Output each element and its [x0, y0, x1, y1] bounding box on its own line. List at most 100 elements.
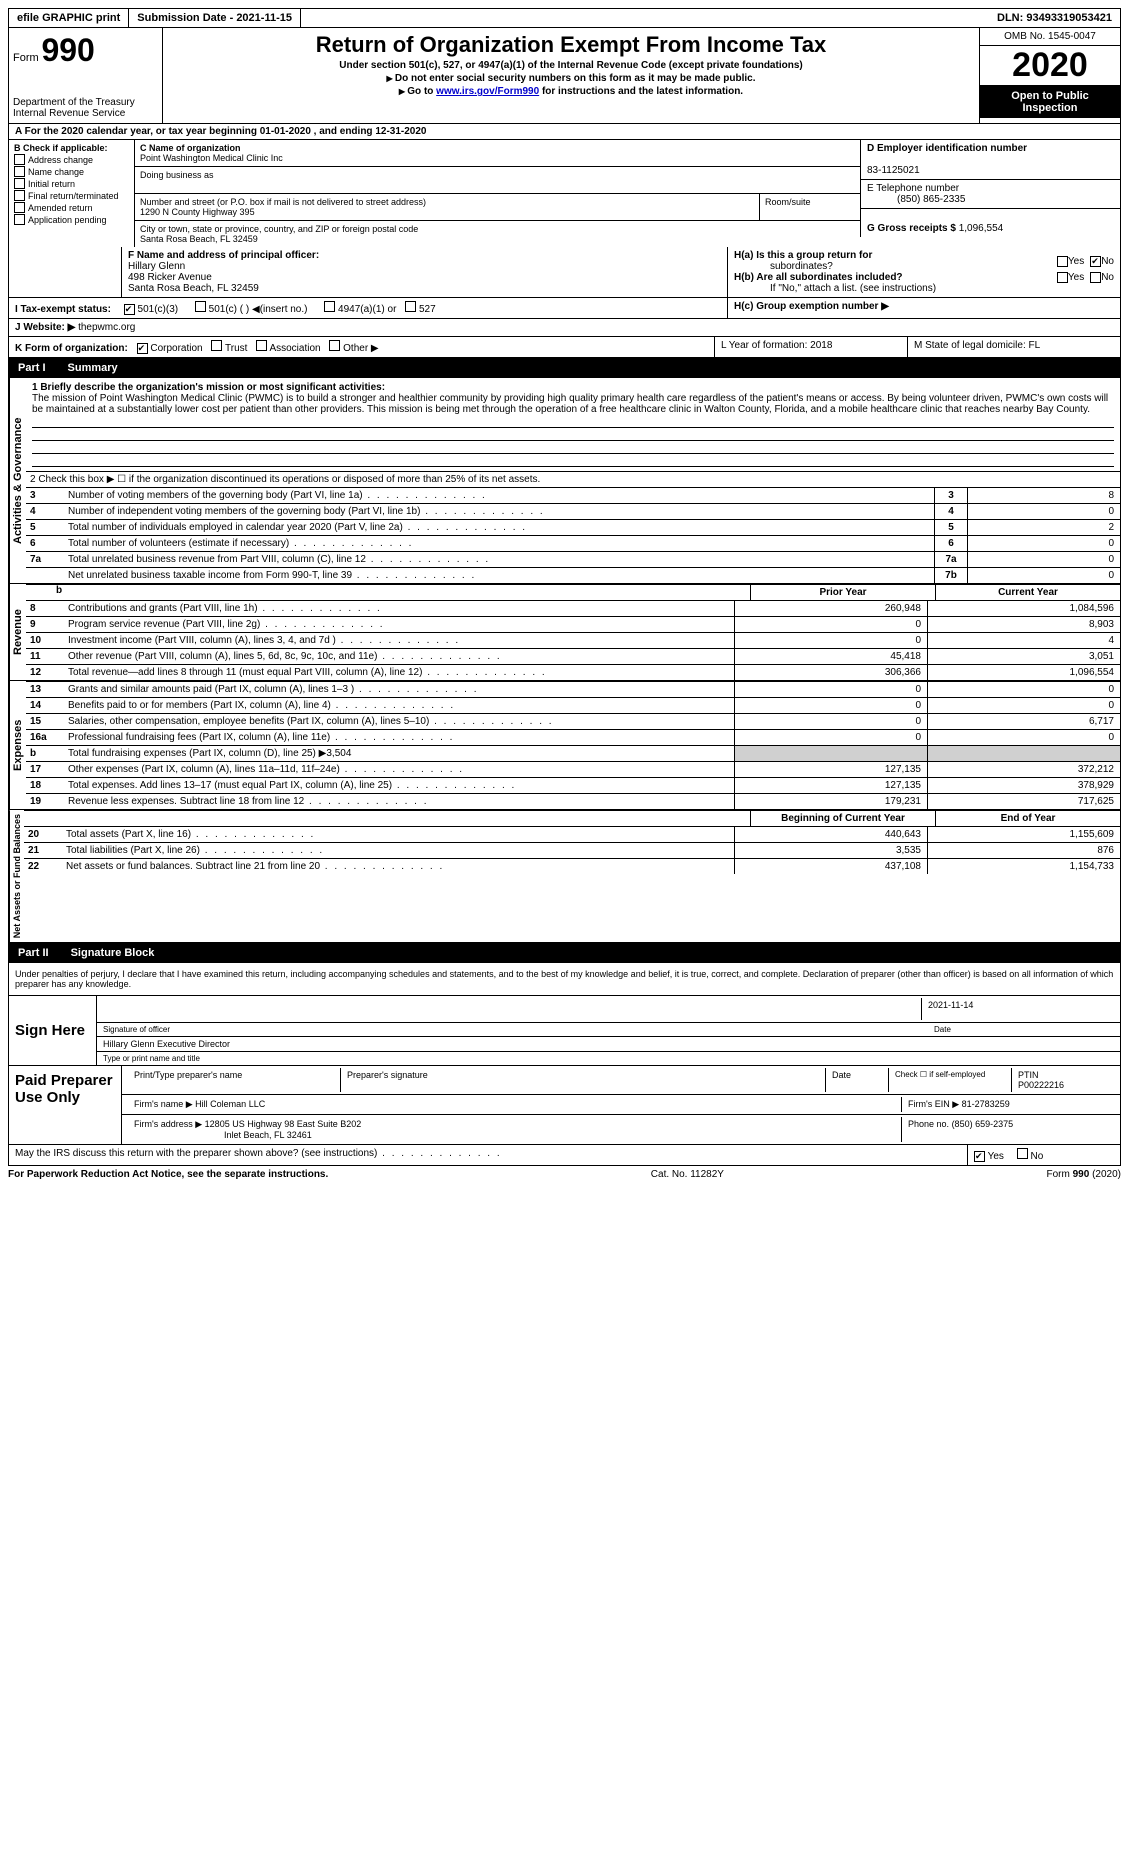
mission-label: 1 Briefly describe the organization's mi… [32, 382, 1114, 393]
section-bcd: B Check if applicable: Address change Na… [8, 140, 1121, 247]
firm-name: Hill Coleman LLC [195, 1099, 265, 1109]
hc-label: H(c) Group exemption number ▶ [734, 301, 889, 312]
expenses-section: Expenses 13Grants and similar amounts pa… [8, 681, 1121, 810]
print-preparer-label: Print/Type preparer's name [128, 1068, 341, 1092]
sign-block: Sign Here 2021-11-14 Signature of office… [8, 996, 1121, 1066]
cb-trust[interactable] [211, 340, 222, 351]
line-5: 5 Total number of individuals employed i… [26, 519, 1120, 535]
submission-date: Submission Date - 2021-11-15 [129, 9, 301, 27]
label-netassets: Net Assets or Fund Balances [9, 810, 24, 942]
row-a: A For the 2020 calendar year, or tax yea… [8, 124, 1121, 140]
net-line-20: 20Total assets (Part X, line 16) 440,643… [24, 826, 1120, 842]
ein: 83-1125021 [867, 165, 920, 176]
footer-left: For Paperwork Reduction Act Notice, see … [8, 1169, 328, 1180]
officer-addr1: 498 Ricker Avenue [128, 272, 212, 283]
type-name-label: Type or print name and title [97, 1052, 1120, 1065]
exp-line-18: 18Total expenses. Add lines 13–17 (must … [26, 777, 1120, 793]
exp-line-b: bTotal fundraising expenses (Part IX, co… [26, 745, 1120, 761]
cb-initial-return[interactable] [14, 178, 25, 189]
paid-preparer-label: Paid Preparer Use Only [9, 1066, 122, 1144]
rev-line-11: 11Other revenue (Part VIII, column (A), … [26, 648, 1120, 664]
footer-right: Form 990 (2020) [1047, 1169, 1122, 1180]
cb-amended[interactable] [14, 202, 25, 213]
form-word: Form [13, 52, 39, 64]
prep-date-label: Date [826, 1068, 889, 1092]
form-number: 990 [41, 32, 94, 68]
rev-line-12: 12Total revenue—add lines 8 through 11 (… [26, 664, 1120, 680]
paid-preparer-block: Paid Preparer Use Only Print/Type prepar… [8, 1066, 1121, 1145]
top-bar: efile GRAPHIC print Submission Date - 20… [8, 8, 1121, 28]
discuss-row: May the IRS discuss this return with the… [8, 1145, 1121, 1166]
gross-label: G Gross receipts $ [867, 223, 956, 234]
goto-pre: Go to [407, 86, 436, 97]
exp-line-16a: 16aProfessional fundraising fees (Part I… [26, 729, 1120, 745]
dln: DLN: 93493319053421 [989, 9, 1120, 27]
line-3: 3 Number of voting members of the govern… [26, 487, 1120, 503]
cb-501c[interactable] [195, 301, 206, 312]
firm-name-label: Firm's name ▶ [134, 1099, 193, 1109]
perjury-text: Under penalties of perjury, I declare th… [8, 963, 1121, 996]
hb-label: H(b) Are all subordinates included? [734, 272, 903, 283]
dept-treasury: Department of the Treasury Internal Reve… [13, 97, 158, 119]
officer-addr2: Santa Rosa Beach, FL 32459 [128, 283, 259, 294]
city: Santa Rosa Beach, FL 32459 [140, 234, 258, 244]
subtitle-2: Do not enter social security numbers on … [171, 73, 971, 84]
efile-button[interactable]: efile GRAPHIC print [9, 9, 129, 27]
form-title: Return of Organization Exempt From Incom… [171, 32, 971, 58]
form-header: Form 990 Department of the Treasury Inte… [8, 28, 1121, 124]
cb-hb-no[interactable] [1090, 272, 1101, 283]
check-self-employed: Check ☐ if self-employed [889, 1068, 1012, 1092]
subtitle-1: Under section 501(c), 527, or 4947(a)(1)… [171, 60, 971, 71]
col-prior: Prior Year [750, 585, 935, 600]
rev-line-9: 9Program service revenue (Part VIII, lin… [26, 616, 1120, 632]
cb-assoc[interactable] [256, 340, 267, 351]
cb-hb-yes[interactable] [1057, 272, 1068, 283]
gross-receipts: 1,096,554 [959, 223, 1004, 234]
col-end: End of Year [935, 811, 1120, 826]
website-label: J Website: ▶ [15, 322, 75, 333]
phone: (850) 659-2375 [952, 1119, 1014, 1129]
row-fh: F Name and address of principal officer:… [8, 247, 1121, 298]
officer-name: Hillary Glenn [128, 261, 185, 272]
goto-post: for instructions and the latest informat… [542, 86, 743, 97]
cb-final-return[interactable] [14, 190, 25, 201]
revenue-section: Revenue b Prior Year Current Year 8Contr… [8, 584, 1121, 681]
netassets-section: Net Assets or Fund Balances Beginning of… [8, 810, 1121, 943]
exp-line-14: 14Benefits paid to or for members (Part … [26, 697, 1120, 713]
phone-label: Phone no. [908, 1119, 949, 1129]
cb-discuss-yes[interactable] [974, 1151, 985, 1162]
telephone: (850) 865-2335 [867, 194, 965, 205]
cb-other[interactable] [329, 340, 340, 351]
part-1-header: Part I Summary [8, 358, 1121, 378]
line-7b: Net unrelated business taxable income fr… [26, 567, 1120, 583]
city-label: City or town, state or province, country… [140, 224, 418, 234]
cb-discuss-no[interactable] [1017, 1148, 1028, 1159]
cb-501c3[interactable] [124, 304, 135, 315]
org-name-label: C Name of organization [140, 143, 241, 153]
label-act-gov: Activities & Governance [9, 378, 26, 583]
irs-link[interactable]: www.irs.gov/Form990 [436, 86, 539, 97]
cb-application-pending[interactable] [14, 214, 25, 225]
exp-line-15: 15Salaries, other compensation, employee… [26, 713, 1120, 729]
label-revenue: Revenue [9, 584, 26, 680]
cb-ha-no[interactable] [1090, 256, 1101, 267]
hb-note: If "No," attach a list. (see instruction… [734, 283, 1114, 294]
cb-corp[interactable] [137, 343, 148, 354]
year-formation: L Year of formation: 2018 [715, 337, 908, 357]
website: thepwmc.org [78, 322, 135, 333]
cb-ha-yes[interactable] [1057, 256, 1068, 267]
tax-year: 2020 [980, 46, 1120, 86]
room-suite-label: Room/suite [760, 194, 860, 220]
discuss-text: May the IRS discuss this return with the… [9, 1145, 968, 1165]
col-current: Current Year [935, 585, 1120, 600]
state-domicile: M State of legal domicile: FL [908, 337, 1120, 357]
cb-address-change[interactable] [14, 154, 25, 165]
row-j: J Website: ▶ thepwmc.org [8, 319, 1121, 337]
firm-ein-label: Firm's EIN ▶ [908, 1099, 959, 1109]
cb-4947[interactable] [324, 301, 335, 312]
dba-label: Doing business as [140, 170, 214, 180]
cb-527[interactable] [405, 301, 416, 312]
cb-name-change[interactable] [14, 166, 25, 177]
officer-label: F Name and address of principal officer: [128, 250, 319, 261]
tax-status-label: I Tax-exempt status: [15, 304, 111, 315]
